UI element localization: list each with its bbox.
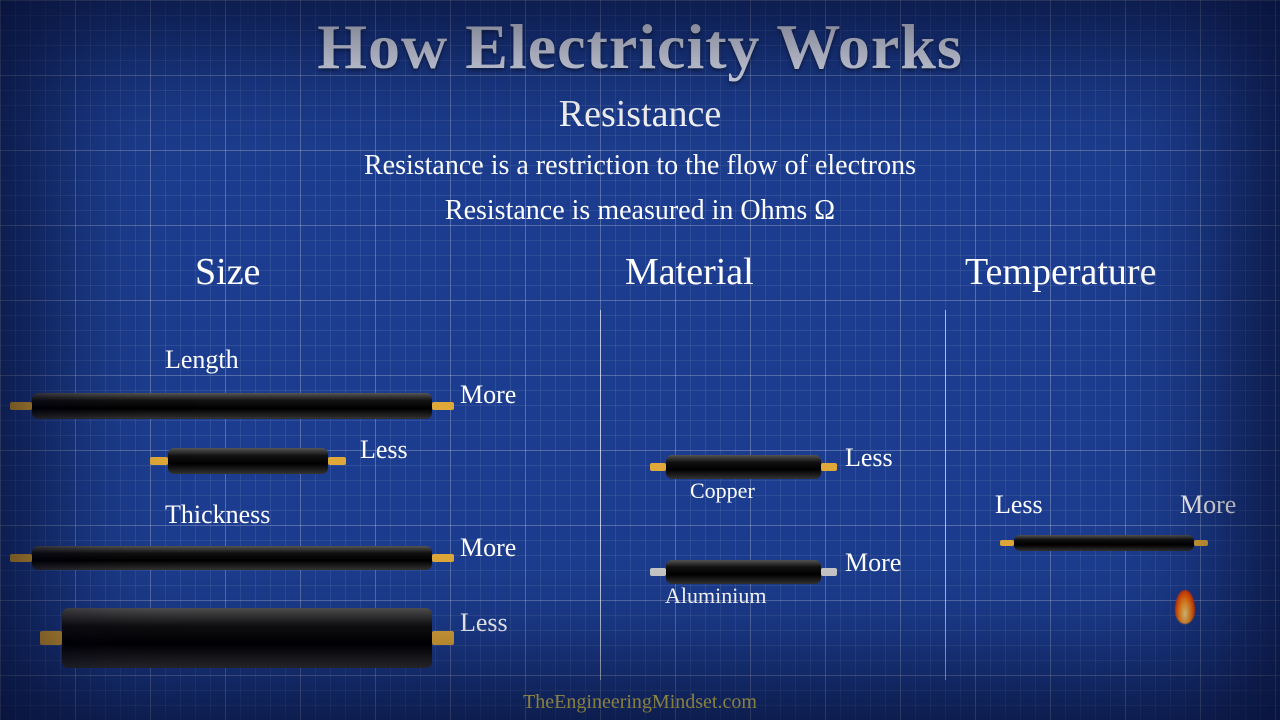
wire-thickness-thick	[40, 608, 454, 668]
wire-body	[168, 448, 328, 474]
wire-tip-right	[821, 463, 837, 471]
wire-body	[62, 608, 432, 668]
wire-tip-left	[10, 402, 32, 410]
wire-body	[32, 546, 432, 570]
wire-tip-left	[650, 568, 666, 576]
temperature-less-label: Less	[995, 490, 1043, 520]
wire-body	[666, 455, 821, 479]
wire-body	[666, 560, 821, 584]
wire-tip-right	[328, 457, 346, 465]
page-subtitle: Resistance	[0, 92, 1280, 136]
temperature-more-label: More	[1180, 490, 1236, 520]
size-length-label: Length	[165, 345, 239, 375]
material-copper-value: Less	[845, 443, 893, 473]
length-long-value: More	[460, 380, 516, 410]
wire-tip-right	[821, 568, 837, 576]
wire-tip-right	[432, 402, 454, 410]
footer-credit: TheEngineeringMindset.com	[0, 691, 1280, 714]
wire-aluminium	[650, 560, 837, 584]
thickness-thin-value: More	[460, 533, 516, 563]
divider-1	[600, 310, 601, 680]
wire-tip-right	[1194, 540, 1208, 546]
column-header-material: Material	[625, 250, 754, 294]
wire-tip-right	[432, 554, 454, 562]
wire-tip-left	[10, 554, 32, 562]
wire-tip-left	[150, 457, 168, 465]
wire-tip-right	[432, 631, 454, 645]
material-aluminium-value: More	[845, 548, 901, 578]
wire-body	[1014, 535, 1194, 551]
wire-length-long	[10, 393, 454, 419]
length-short-value: Less	[360, 435, 408, 465]
wire-tip-left	[40, 631, 62, 645]
wire-tip-left	[1000, 540, 1014, 546]
material-copper-name: Copper	[690, 478, 755, 504]
wire-thickness-thin	[10, 546, 454, 570]
description-line-2: Resistance is measured in Ohms Ω	[0, 195, 1280, 227]
column-header-size: Size	[195, 250, 260, 294]
page-title: How Electricity Works	[0, 10, 1280, 84]
wire-temperature	[1000, 535, 1208, 551]
divider-2	[945, 310, 946, 680]
wire-copper	[650, 455, 837, 479]
content-layer: How Electricity Works Resistance Resista…	[0, 0, 1280, 720]
wire-body	[32, 393, 432, 419]
flame-icon	[1175, 590, 1195, 624]
size-thickness-label: Thickness	[165, 500, 270, 530]
column-header-temperature: Temperature	[965, 250, 1156, 294]
wire-length-short	[150, 448, 346, 474]
thickness-thick-value: Less	[460, 608, 508, 638]
wire-tip-left	[650, 463, 666, 471]
description-line-1: Resistance is a restriction to the flow …	[0, 150, 1280, 182]
material-aluminium-name: Aluminium	[665, 583, 766, 609]
